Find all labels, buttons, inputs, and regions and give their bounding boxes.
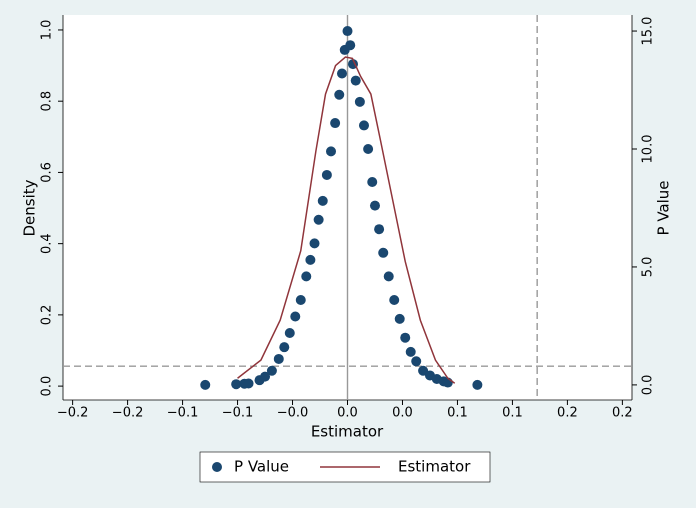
scatter-point (363, 143, 374, 154)
x-tick-label: −0.1 (167, 406, 199, 421)
scatter-point (313, 214, 324, 225)
scatter-point (345, 40, 356, 51)
y-tick-label: 1.0 (40, 20, 55, 41)
scatter-point (411, 356, 422, 367)
scatter-point (334, 89, 345, 100)
scatter-point (389, 294, 400, 305)
scatter-point (279, 342, 290, 353)
scatter-point (260, 371, 271, 382)
scatter-point (273, 353, 284, 364)
y-tick-label: 0.8 (40, 91, 55, 112)
x-tick-label: 0.1 (502, 406, 523, 421)
density-line (237, 56, 456, 384)
legend-marker (212, 462, 222, 472)
y2-axis-title: P Value (655, 180, 673, 235)
scatter-point (266, 365, 277, 376)
scatter-point (400, 332, 411, 343)
legend-label: Estimator (398, 458, 471, 476)
scatter-point (337, 68, 348, 79)
scatter-point (354, 96, 365, 107)
x-tick-label: 0.1 (447, 406, 468, 421)
scatter-point (358, 120, 369, 131)
scatter-point (378, 247, 389, 258)
scatter-point (309, 238, 320, 249)
y2-tick-label: 5.0 (641, 257, 656, 278)
scatter-point (405, 346, 416, 357)
scatter-point (326, 146, 337, 157)
y2-tick-label: 0.0 (641, 375, 656, 396)
scatter-point (295, 294, 306, 305)
x-tick-label: −0.2 (112, 406, 144, 421)
x-tick-label: 0.2 (612, 406, 633, 421)
x-tick-label: 0.2 (557, 406, 578, 421)
x-tick-label: −0.1 (222, 406, 254, 421)
scatter-point (321, 169, 332, 180)
scatter-point (231, 379, 242, 390)
scatter-point (317, 195, 328, 206)
x-tick-label: −0.2 (57, 406, 89, 421)
y-tick-label: 0.2 (40, 305, 55, 326)
scatter-point (369, 200, 380, 211)
legend-box (199, 451, 491, 483)
scatter-point (350, 75, 361, 86)
x-tick-label: −0.0 (277, 406, 309, 421)
scatter-point (243, 378, 254, 389)
scatter-point (200, 379, 211, 390)
scatter-point (330, 118, 341, 129)
x-tick-label: 0.0 (392, 406, 413, 421)
scatter-point (342, 26, 353, 37)
scatter-point (367, 177, 378, 188)
x-axis-title: Estimator (311, 423, 384, 441)
scatter-point (290, 311, 301, 322)
scatter-point (472, 379, 483, 390)
y2-tick-label: 10.0 (641, 135, 656, 164)
scatter-point (383, 271, 394, 282)
x-tick-label: 0.0 (337, 406, 358, 421)
y-tick-label: 0.6 (40, 162, 55, 183)
scatter-point (394, 313, 405, 324)
scatter-point (301, 271, 312, 282)
y-tick-label: 0.4 (40, 233, 55, 254)
legend-label: P Value (234, 458, 289, 476)
scatter-point (284, 328, 295, 339)
y-tick-label: 0.0 (40, 376, 55, 397)
y-axis-title: Density (21, 179, 39, 236)
y2-tick-label: 15.0 (641, 17, 656, 46)
scatter-point (305, 254, 316, 265)
scatter-point (374, 224, 385, 235)
